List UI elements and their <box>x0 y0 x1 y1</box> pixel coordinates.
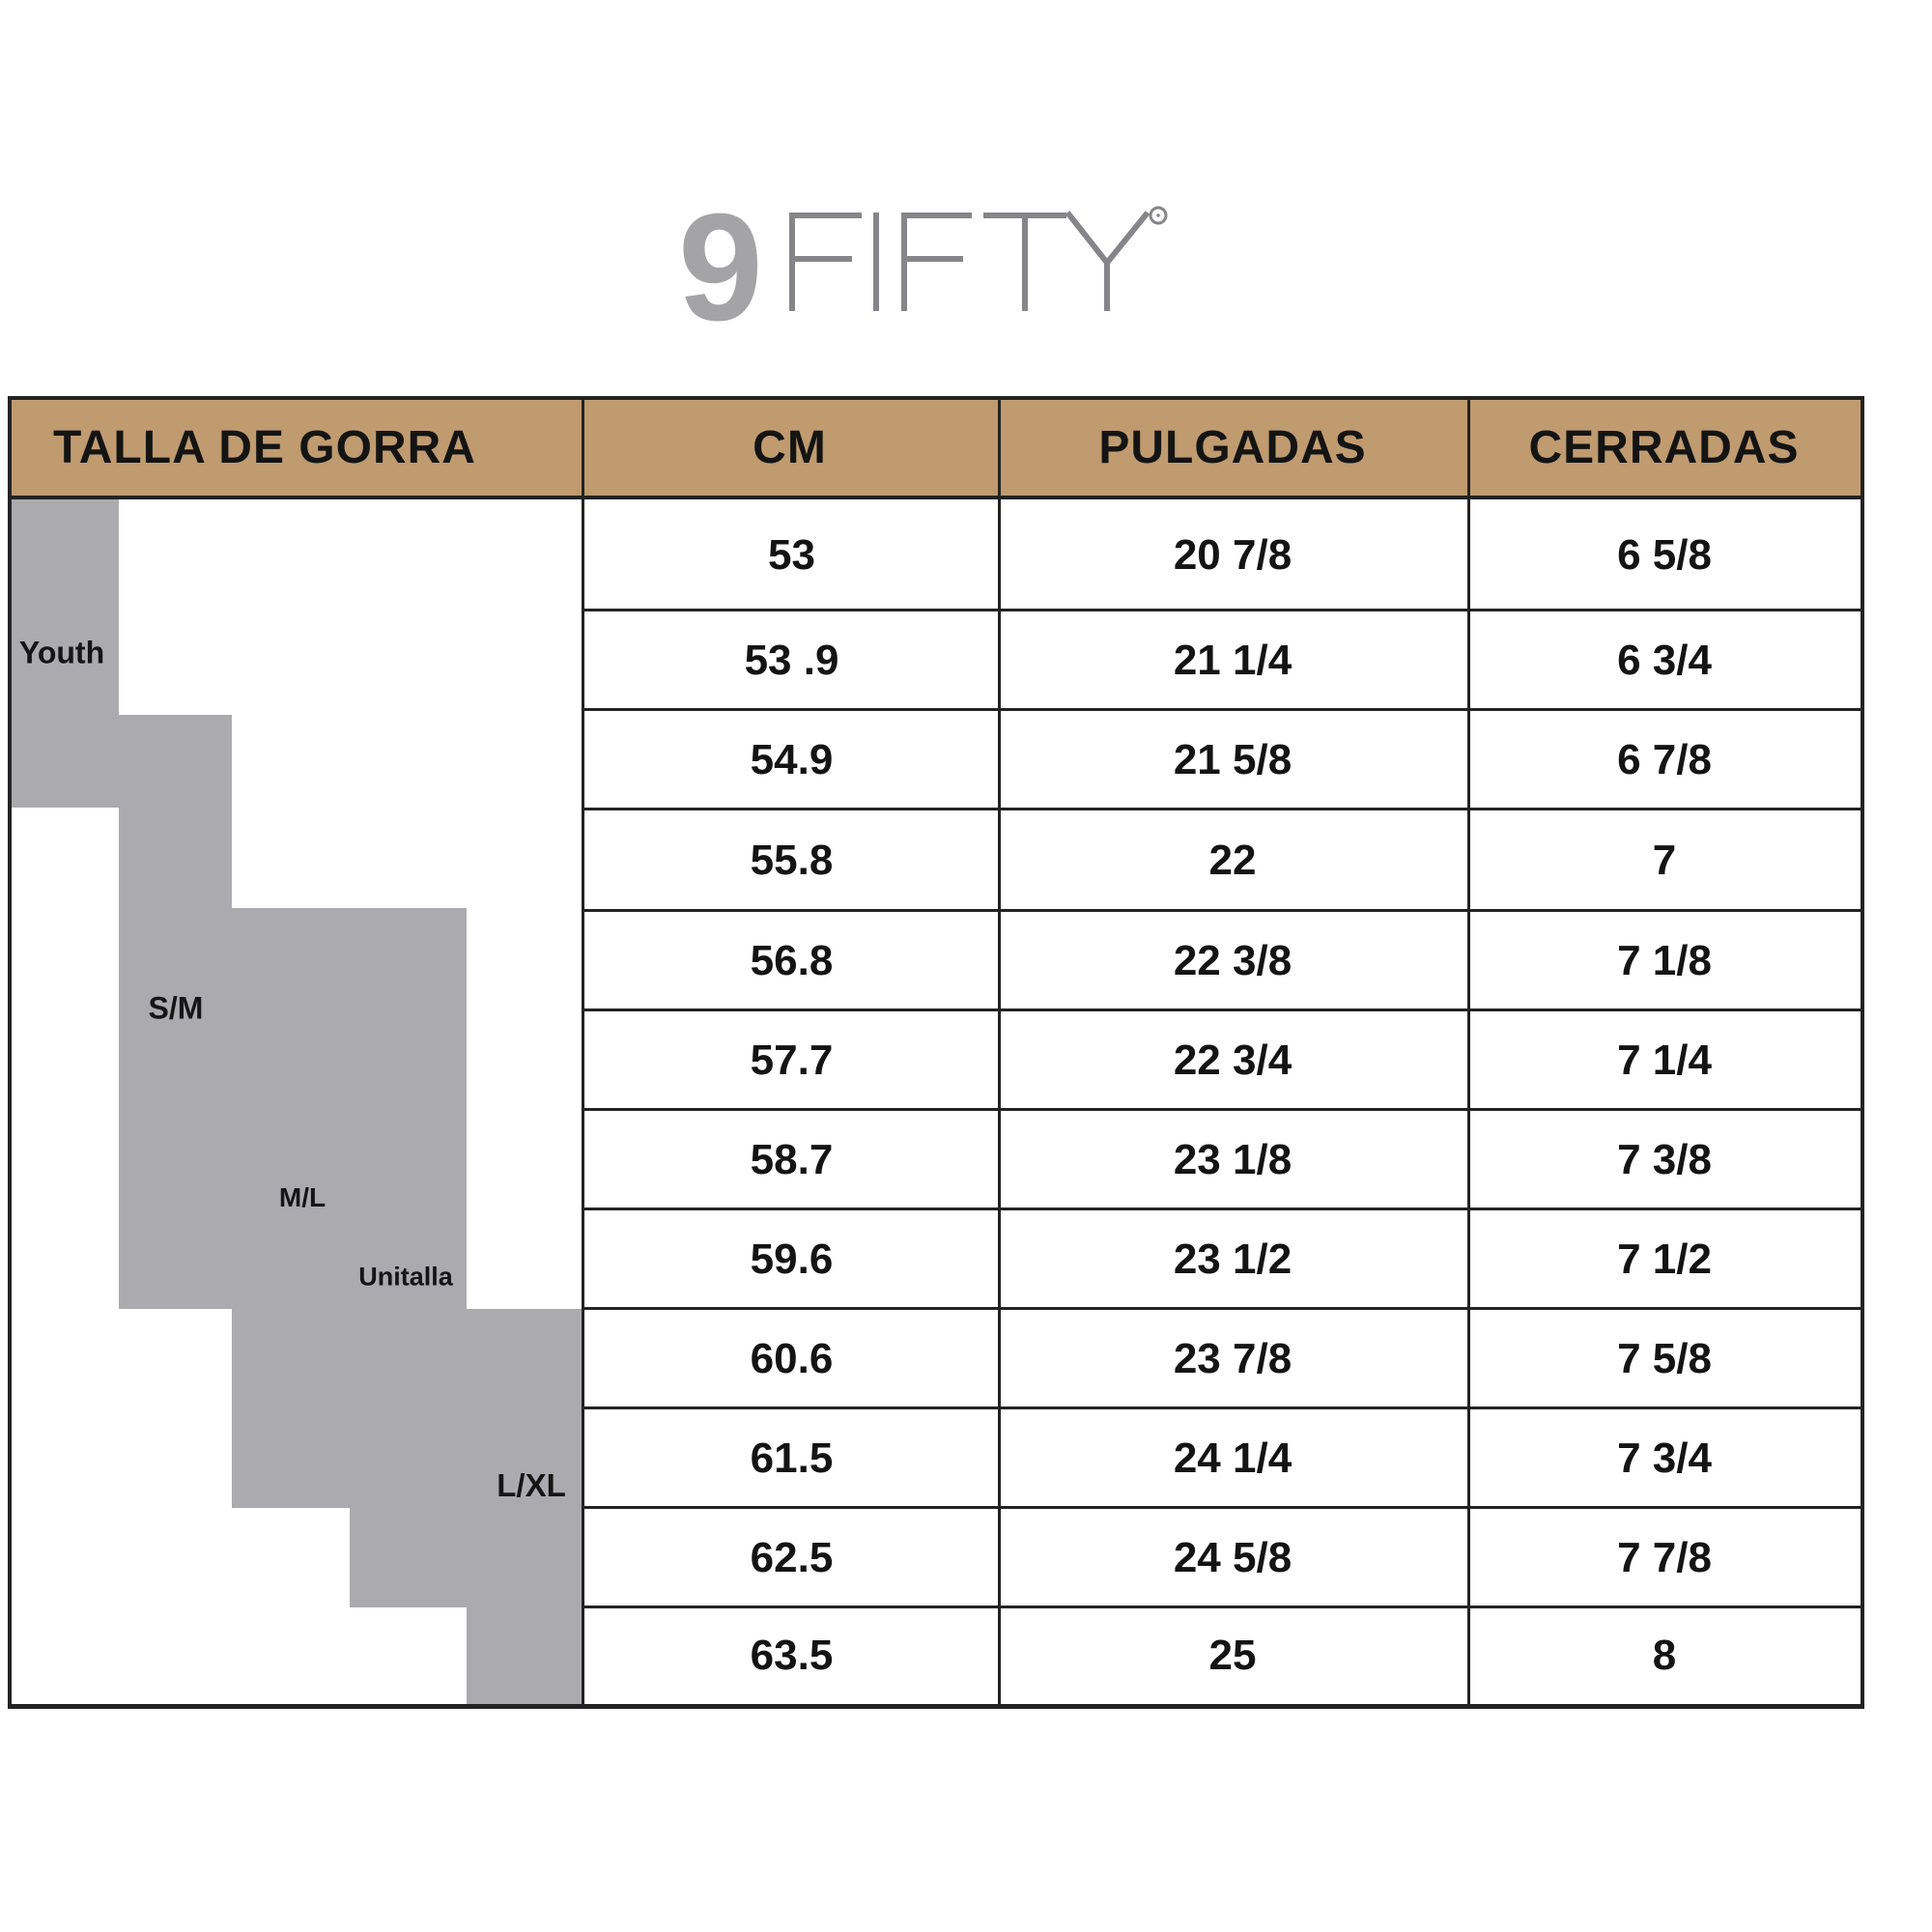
cm-value-row2: 53 .9 <box>744 636 839 684</box>
cm-value-row9: 60.6 <box>750 1334 834 1382</box>
row-line-7 <box>582 1208 1864 1210</box>
cerradas-value-row12: 8 <box>1652 1632 1677 1679</box>
size-band-label-unitalla: Unitalla <box>358 1262 453 1292</box>
row-line-1 <box>582 609 1864 611</box>
pulgadas-value-row1: 20 7/8 <box>1173 530 1293 579</box>
cerradas-value-row3: 6 7/8 <box>1617 735 1712 783</box>
size-band-label-youth: Youth <box>18 635 105 670</box>
grid-line-col-cerradas <box>1467 396 1470 1708</box>
header-cell-cerradas: CERRADAS <box>1467 400 1861 496</box>
cerradas-value-row7: 7 3/8 <box>1617 1135 1712 1183</box>
pulgadas-value-row11: 24 5/8 <box>1173 1533 1293 1581</box>
row-line-10 <box>582 1506 1864 1509</box>
header-label-pulgadas: PULGADAS <box>1098 422 1367 473</box>
row-line-8 <box>582 1307 1864 1310</box>
cerradas-value-row1: 6 5/8 <box>1617 530 1712 579</box>
pulgadas-value-row4: 22 <box>1208 836 1257 884</box>
header-cell-talla: TALLA DE GORRA <box>10 400 582 496</box>
row-line-9 <box>582 1406 1864 1409</box>
grid-line-top <box>8 396 1864 400</box>
pulgadas-value-row2: 21 1/4 <box>1173 636 1293 684</box>
cerradas-value-row5: 7 1/8 <box>1617 936 1712 984</box>
grid-line-right <box>1861 396 1864 1708</box>
row-line-5 <box>582 1009 1864 1011</box>
registered-mark-icon <box>1149 206 1168 225</box>
cerradas-value-row2: 6 3/4 <box>1617 636 1712 684</box>
grid-line-bottom <box>8 1704 1864 1709</box>
pulgadas-value-row7: 23 1/8 <box>1173 1135 1293 1183</box>
cm-value-row4: 55.8 <box>750 836 834 884</box>
header-label-cm: CM <box>753 422 827 473</box>
cerradas-value-row4: 7 <box>1652 836 1677 884</box>
grid-line-left <box>8 396 12 1708</box>
logo-nine: 9 <box>678 185 763 332</box>
grid-line-col-cm <box>582 396 584 1708</box>
pulgadas-value-row3: 21 5/8 <box>1173 735 1293 783</box>
header-label-cerradas: CERRADAS <box>1528 422 1800 473</box>
grid-line-header-bottom <box>8 496 1864 499</box>
row-line-6 <box>582 1108 1864 1111</box>
cm-value-row8: 59.6 <box>750 1235 834 1283</box>
cerradas-value-row6: 7 1/4 <box>1617 1036 1712 1084</box>
grid-line-col-pulgadas <box>998 396 1001 1708</box>
size-band-unitalla <box>232 1309 582 1508</box>
pulgadas-value-row6: 22 3/4 <box>1173 1036 1293 1084</box>
cerradas-value-row10: 7 3/4 <box>1617 1434 1712 1482</box>
row-line-4 <box>582 909 1864 912</box>
size-band-ml <box>232 908 467 1309</box>
pulgadas-value-row9: 23 7/8 <box>1173 1334 1293 1382</box>
size-band-label-sm: S/M <box>148 990 204 1026</box>
cerradas-value-row8: 7 1/2 <box>1617 1235 1712 1283</box>
cm-value-row6: 57.7 <box>750 1036 834 1084</box>
cm-value-row10: 61.5 <box>750 1434 834 1482</box>
row-line-2 <box>582 708 1864 711</box>
cerradas-value-row11: 7 7/8 <box>1617 1533 1712 1581</box>
header-label-talla: TALLA DE GORRA <box>53 422 476 473</box>
header-cell-cm: CM <box>582 400 998 496</box>
cerradas-value-row9: 7 5/8 <box>1617 1334 1712 1382</box>
pulgadas-value-row12: 25 <box>1208 1632 1257 1679</box>
pulgadas-value-row8: 23 1/2 <box>1173 1235 1293 1283</box>
cm-value-row5: 56.8 <box>750 936 834 984</box>
cm-value-row11: 62.5 <box>750 1533 834 1581</box>
pulgadas-value-row5: 22 3/8 <box>1173 936 1293 984</box>
logo-fifty-letters-icon <box>789 211 1151 311</box>
row-line-11 <box>582 1605 1864 1608</box>
cm-value-row3: 54.9 <box>750 735 834 783</box>
size-band-label-lxl: L/XL <box>497 1467 566 1503</box>
pulgadas-value-row10: 24 1/4 <box>1173 1434 1293 1482</box>
9fifty-logo: 9 <box>678 185 1168 332</box>
size-band-lxl-step <box>350 1508 582 1607</box>
size-band-youth <box>10 499 119 808</box>
row-line-3 <box>582 808 1864 810</box>
size-band-sm <box>119 715 232 1309</box>
size-band-lxl <box>467 1607 582 1704</box>
header-cell-pulgadas: PULGADAS <box>998 400 1467 496</box>
size-band-label-ml: M/L <box>278 1182 327 1212</box>
cm-value-row1: 53 <box>768 530 815 579</box>
cm-value-row12: 63.5 <box>750 1632 834 1679</box>
cm-value-row7: 58.7 <box>750 1135 834 1183</box>
